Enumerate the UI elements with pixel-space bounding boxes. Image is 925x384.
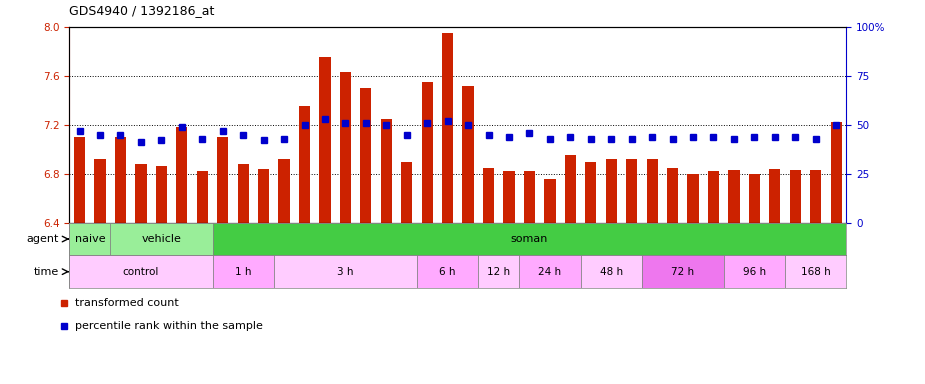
Bar <box>135 164 146 223</box>
Bar <box>360 88 372 223</box>
Text: percentile rank within the sample: percentile rank within the sample <box>75 321 263 331</box>
Bar <box>274 255 417 288</box>
Bar <box>69 223 110 255</box>
Bar <box>728 170 739 223</box>
Text: 24 h: 24 h <box>538 266 561 277</box>
Bar <box>462 86 474 223</box>
Bar <box>401 162 413 223</box>
Text: vehicle: vehicle <box>142 234 181 244</box>
Bar <box>647 159 658 223</box>
Text: 12 h: 12 h <box>487 266 511 277</box>
Bar <box>503 171 514 223</box>
Bar <box>110 223 213 255</box>
Text: GDS4940 / 1392186_at: GDS4940 / 1392186_at <box>69 4 215 17</box>
Bar <box>417 255 478 288</box>
Bar <box>197 171 208 223</box>
Bar <box>723 255 785 288</box>
Bar <box>319 58 330 223</box>
Bar <box>748 174 760 223</box>
Bar <box>831 122 842 223</box>
Bar <box>687 174 698 223</box>
Bar <box>422 82 433 223</box>
Bar <box>381 119 392 223</box>
Bar <box>626 159 637 223</box>
Bar <box>155 166 167 223</box>
Text: time: time <box>34 266 59 277</box>
Bar <box>94 159 105 223</box>
Text: soman: soman <box>511 234 549 244</box>
Text: naive: naive <box>75 234 105 244</box>
Bar <box>667 168 678 223</box>
Bar <box>642 255 723 288</box>
Bar <box>519 255 581 288</box>
Bar <box>238 164 249 223</box>
Text: transformed count: transformed count <box>75 298 179 308</box>
Bar <box>74 137 85 223</box>
Bar <box>586 162 597 223</box>
Text: 48 h: 48 h <box>599 266 623 277</box>
Bar <box>339 72 351 223</box>
Bar <box>478 255 519 288</box>
Bar <box>810 170 821 223</box>
Bar <box>69 255 213 288</box>
Bar <box>217 137 228 223</box>
Bar <box>785 255 846 288</box>
Text: control: control <box>123 266 159 277</box>
Bar <box>770 169 781 223</box>
Bar <box>483 168 494 223</box>
Bar <box>299 106 310 223</box>
Bar <box>708 171 719 223</box>
Bar <box>790 170 801 223</box>
Text: 3 h: 3 h <box>338 266 353 277</box>
Bar <box>213 223 846 255</box>
Text: 72 h: 72 h <box>672 266 695 277</box>
Bar <box>115 137 126 223</box>
Bar <box>278 159 290 223</box>
Text: 96 h: 96 h <box>743 266 766 277</box>
Bar <box>176 127 188 223</box>
Bar <box>442 33 453 223</box>
Bar <box>544 179 556 223</box>
Text: agent: agent <box>27 234 59 244</box>
Text: 1 h: 1 h <box>235 266 252 277</box>
Bar <box>581 255 642 288</box>
Bar <box>606 159 617 223</box>
Text: 168 h: 168 h <box>801 266 831 277</box>
Text: 6 h: 6 h <box>439 266 456 277</box>
Bar <box>213 255 274 288</box>
Bar <box>564 156 576 223</box>
Bar <box>524 171 535 223</box>
Bar <box>258 169 269 223</box>
